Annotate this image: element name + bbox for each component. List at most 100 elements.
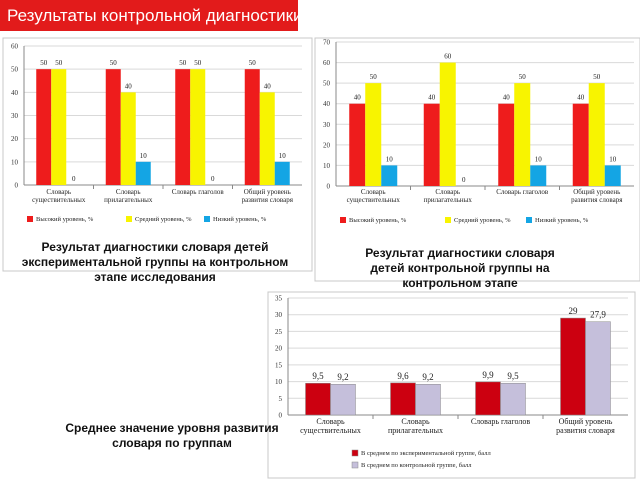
legend-label: Низкий уровень, % [535, 217, 589, 224]
x-category-label: прилагательных [388, 426, 443, 435]
data-label: 50 [370, 73, 378, 81]
data-label: 9,2 [422, 372, 433, 382]
bar [475, 381, 501, 416]
chart-frame [2, 37, 313, 272]
legend-swatch [204, 216, 210, 222]
bar [120, 92, 136, 185]
data-label: 40 [577, 94, 585, 102]
data-label: 27,9 [590, 310, 606, 320]
data-label: 29 [569, 306, 579, 316]
data-label: 50 [110, 59, 118, 67]
bar [274, 161, 290, 185]
data-label: 10 [386, 155, 394, 163]
bar [572, 103, 589, 186]
bar [175, 69, 191, 185]
x-category-label: Общий уровень [244, 188, 291, 196]
data-label: 60 [444, 53, 452, 61]
bar [604, 165, 621, 186]
y-tick-label: 5 [279, 395, 283, 403]
data-label: 9,5 [312, 371, 324, 381]
legend-label: Низкий уровень, % [213, 216, 267, 223]
data-label: 9,9 [482, 370, 494, 380]
y-tick-label: 60 [11, 43, 19, 51]
x-category-label: существительных [300, 426, 361, 435]
legend-swatch [340, 217, 346, 223]
data-label: 40 [503, 94, 511, 102]
y-tick-label: 25 [275, 328, 283, 336]
y-tick-label: 20 [11, 135, 19, 143]
legend-label: Средний уровень, % [454, 217, 511, 224]
y-tick-label: 30 [275, 311, 283, 319]
data-label: 50 [55, 59, 63, 67]
bar [36, 69, 52, 185]
legend-swatch [27, 216, 33, 222]
x-category-label: прилагательных [424, 196, 473, 204]
x-category-label: Общий уровень [559, 417, 613, 426]
y-tick-label: 40 [11, 89, 19, 97]
y-tick-label: 10 [11, 158, 19, 166]
x-category-label: существительных [32, 196, 86, 204]
y-tick-label: 15 [275, 361, 283, 369]
y-tick-label: 70 [323, 39, 331, 47]
bar [190, 69, 206, 185]
bar [390, 382, 416, 416]
x-category-label: Словарь глаголов [496, 188, 549, 196]
bar [500, 382, 526, 416]
caption-experimental-group: Результат диагностики словаря детей эксп… [21, 240, 289, 284]
bar [423, 103, 440, 186]
legend-label: Высокий уровень, % [36, 216, 94, 223]
caption-average-score: Среднее значение уровня развития словаря… [65, 421, 279, 450]
data-label: 9,5 [507, 371, 519, 381]
x-category-label: Словарь [435, 188, 460, 196]
y-tick-label: 35 [275, 295, 283, 303]
bar [365, 83, 382, 186]
bar [349, 103, 366, 186]
legend-label: В среднем по контрольной группе, балл [361, 462, 472, 469]
chart-frame [267, 291, 636, 479]
y-tick-label: 50 [323, 80, 331, 88]
x-category-label: Словарь [401, 417, 430, 426]
slide-title: Результаты контрольной диагностики [0, 0, 303, 31]
bar [244, 69, 260, 185]
y-tick-label: 0 [327, 183, 331, 191]
data-label: 9,6 [397, 371, 409, 381]
bar [381, 165, 398, 186]
bar [259, 92, 275, 185]
data-label: 0 [72, 175, 76, 183]
y-tick-label: 20 [323, 141, 331, 149]
bar [330, 383, 356, 416]
x-category-label: развития словаря [556, 426, 615, 435]
bar [105, 69, 121, 185]
data-label: 10 [279, 152, 287, 160]
data-label: 40 [354, 94, 362, 102]
data-label: 50 [249, 59, 257, 67]
legend-swatch [445, 217, 451, 223]
bar [560, 317, 586, 416]
data-label: 10 [609, 155, 617, 163]
y-tick-label: 10 [275, 378, 283, 386]
bar [585, 321, 611, 416]
data-label: 10 [140, 152, 148, 160]
y-tick-label: 30 [11, 112, 19, 120]
x-category-label: развития словаря [242, 196, 294, 204]
data-label: 40 [428, 94, 436, 102]
caption-control-group: Результат диагностики словаря детей конт… [365, 246, 555, 290]
x-category-label: Словарь глаголов [172, 188, 225, 196]
legend-swatch [126, 216, 132, 222]
legend-swatch [526, 217, 532, 223]
bar [530, 165, 547, 186]
y-tick-label: 20 [275, 345, 283, 353]
bar [439, 62, 456, 187]
legend-label: Средний уровень, % [135, 216, 192, 223]
data-label: 9,2 [337, 372, 348, 382]
y-tick-label: 50 [11, 66, 19, 74]
y-tick-label: 40 [323, 100, 331, 108]
y-tick-label: 30 [323, 121, 331, 129]
data-label: 40 [125, 82, 133, 90]
x-category-label: развития словаря [571, 196, 623, 204]
x-category-label: прилагательных [104, 196, 153, 204]
bar [305, 382, 331, 416]
legend-swatch [351, 449, 359, 457]
